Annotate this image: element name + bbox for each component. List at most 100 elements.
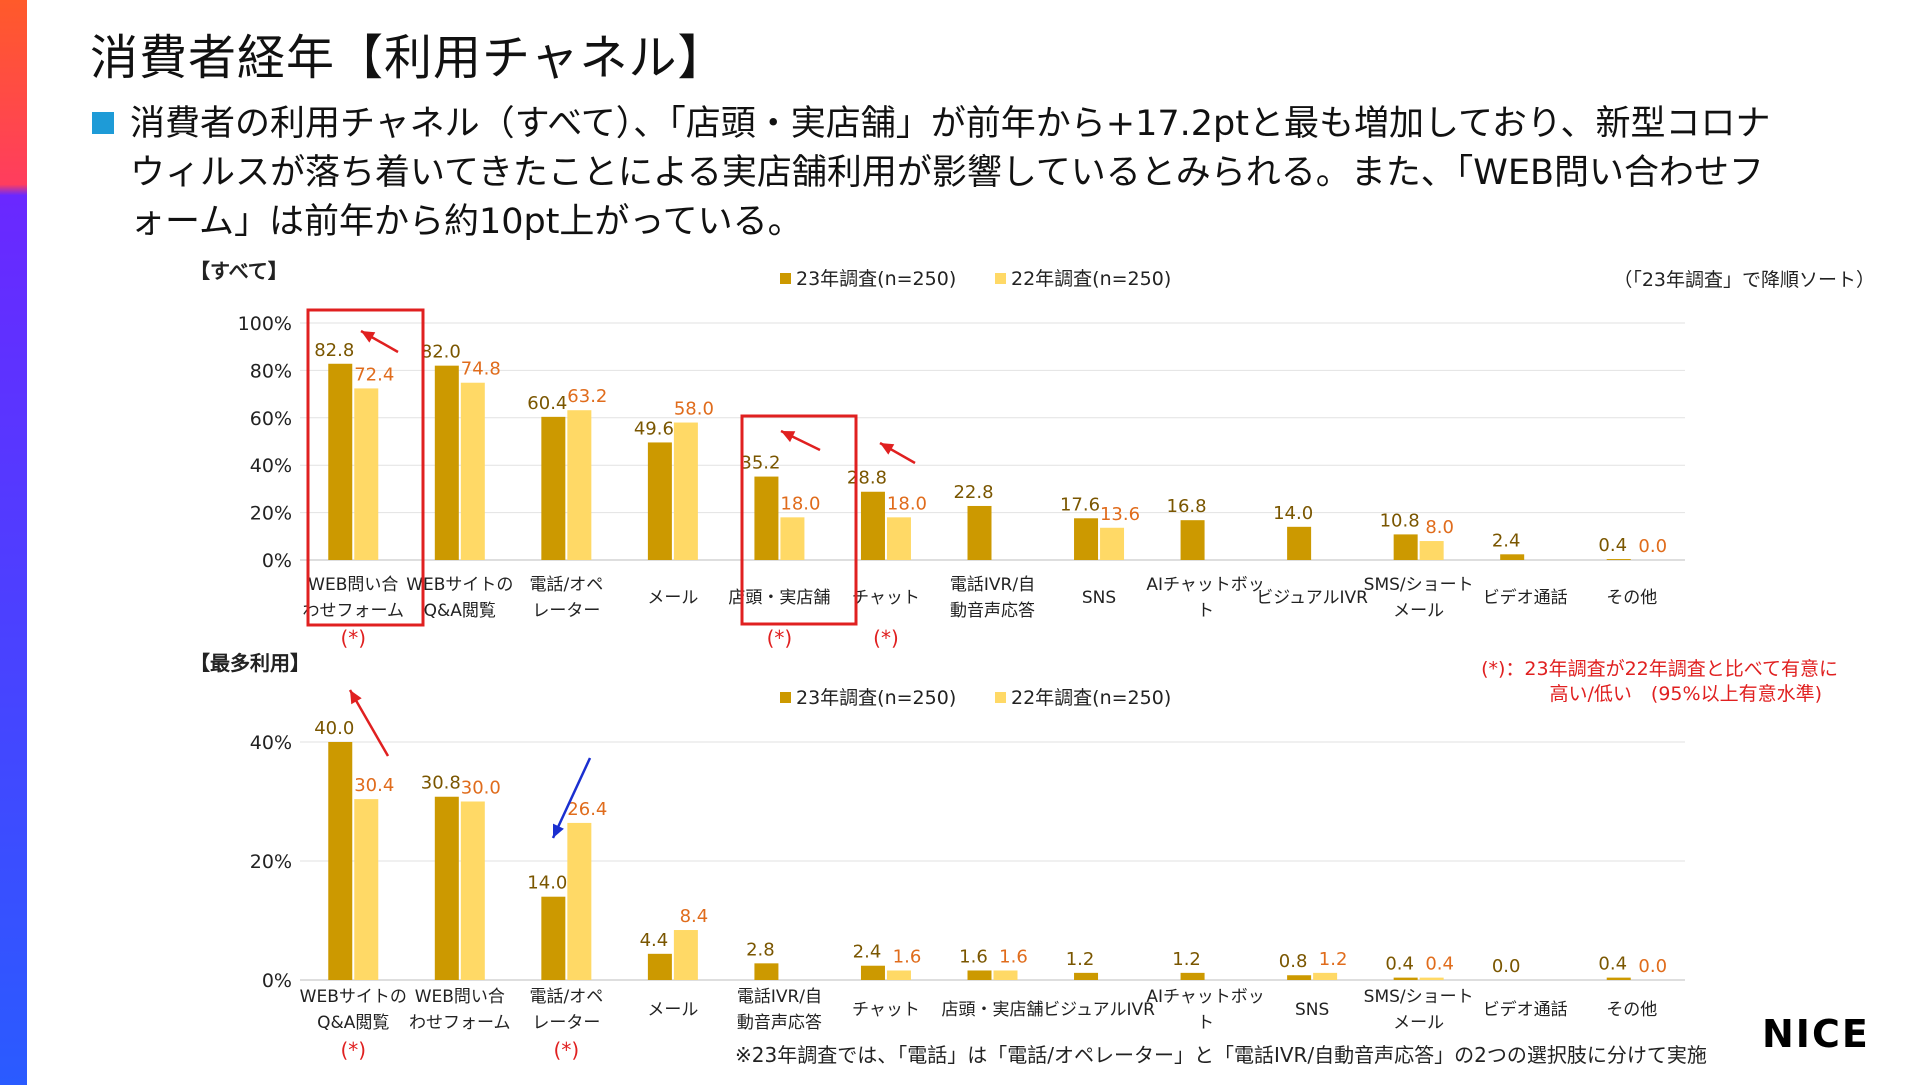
chart0-value-22: 74.8 bbox=[461, 359, 501, 380]
chart0-significance-mark: (*) bbox=[873, 626, 899, 650]
chart0-value-23: 82.8 bbox=[314, 340, 354, 361]
chart0-bar-23 bbox=[1606, 559, 1631, 560]
chart0-value-22: 18.0 bbox=[887, 493, 927, 514]
chart1-value-23: 1.6 bbox=[959, 946, 988, 967]
chart1-bar-23 bbox=[1606, 977, 1631, 980]
chart1-value-22: 30.0 bbox=[461, 778, 501, 799]
chart0-value-23: 22.8 bbox=[953, 482, 993, 503]
chart0-category-label: ビデオ通話 bbox=[1483, 587, 1568, 608]
chart0-value-23: 16.8 bbox=[1167, 496, 1207, 517]
chart1-value-22: 0.4 bbox=[1425, 954, 1454, 975]
chart0-ytick: 40% bbox=[250, 455, 292, 477]
chart1-down-arrow-icon-head bbox=[553, 823, 564, 838]
chart0-category-label: Q&A閲覧 bbox=[424, 601, 496, 621]
significance-note-line2: 高い/低い (95%以上有意水準) bbox=[1550, 683, 1822, 705]
chart0-value-23: 10.8 bbox=[1380, 510, 1420, 531]
chart0-bar-23 bbox=[1180, 520, 1205, 560]
chart1-title: 【最多利用】 bbox=[190, 651, 310, 675]
chart0-value-23: 35.2 bbox=[740, 453, 780, 474]
chart1-category-label: その他 bbox=[1606, 1000, 1657, 1020]
chart1-down-arrow-icon bbox=[551, 757, 592, 839]
nice-logo: NICE bbox=[1762, 1012, 1870, 1056]
chart0-bar-23 bbox=[328, 363, 353, 560]
chart0-up-arrow-icon-head bbox=[361, 331, 376, 343]
square-bullet-icon bbox=[92, 112, 114, 134]
chart1-category-label: ビジュアルIVR bbox=[1043, 1000, 1155, 1020]
chart1-ytick: 20% bbox=[250, 851, 292, 873]
sort-note: （「23年調査」で降順ソート） bbox=[1613, 269, 1875, 291]
chart1-bar-23 bbox=[860, 965, 885, 980]
chart1-category-label: レーター bbox=[532, 1013, 600, 1033]
chart1-value-23: 2.4 bbox=[853, 942, 882, 963]
chart0-value-23: 60.4 bbox=[527, 393, 567, 414]
chart0-value-23: 0.4 bbox=[1598, 535, 1627, 556]
chart0-category-label: メール bbox=[647, 588, 698, 608]
chart0-legend-23: 23年調査(n=250) bbox=[796, 268, 956, 290]
chart0-value-22: 8.0 bbox=[1425, 517, 1454, 538]
accent-bar bbox=[0, 0, 27, 1085]
chart0-bar-22 bbox=[567, 410, 592, 560]
chart0-highlight-box bbox=[740, 414, 858, 626]
chart1-legend-22: 22年調査(n=250) bbox=[1011, 687, 1171, 709]
chart1-category-label: SMS/ショート bbox=[1364, 987, 1474, 1007]
chart0-category-label: SNS bbox=[1082, 588, 1116, 608]
chart0-category-label: ビジュアルIVR bbox=[1256, 588, 1368, 608]
chart0-bar-23 bbox=[754, 476, 779, 560]
chart0-value-22: 0.0 bbox=[1638, 536, 1667, 557]
chart0-ytick: 20% bbox=[250, 503, 292, 525]
chart0-value-22: 58.0 bbox=[674, 399, 714, 420]
chart1-category-label: 電話IVR/自 bbox=[737, 987, 822, 1007]
chart1-bar-22 bbox=[354, 799, 379, 980]
chart1-bar-23 bbox=[541, 896, 566, 980]
chart0-title: 【すべて】 bbox=[190, 259, 288, 283]
chart0-bar-23 bbox=[1074, 518, 1099, 560]
lead-text: 消費者の利用チャネル（すべて）、「店頭・実店舗」が前年から+17.2ptと最も増… bbox=[130, 104, 1771, 242]
chart1-bar-23 bbox=[1074, 972, 1099, 980]
chart1-legend-swatch-23 bbox=[780, 692, 791, 703]
chart0-category-label: 動音声応答 bbox=[950, 601, 1035, 621]
chart1-category-label: ト bbox=[1197, 1013, 1214, 1033]
chart1-value-23: 0.4 bbox=[1385, 954, 1414, 975]
chart1-value-22: 1.6 bbox=[999, 946, 1028, 967]
chart1-ytick: 0% bbox=[262, 970, 292, 992]
chart0-bar-23 bbox=[860, 491, 885, 560]
chart0-bar-22 bbox=[1100, 527, 1125, 560]
chart1-ytick: 40% bbox=[250, 732, 292, 754]
chart0-legend-swatch-22 bbox=[995, 273, 1006, 284]
chart0-up-arrow-icon-head bbox=[880, 443, 895, 455]
chart1-value-23: 4.4 bbox=[640, 930, 669, 951]
chart1-category-label: メール bbox=[1393, 1013, 1444, 1033]
chart1-category-label: WEBサイトの bbox=[300, 987, 407, 1007]
chart0-category-label: ト bbox=[1197, 601, 1214, 621]
chart0-value-22: 13.6 bbox=[1100, 504, 1140, 525]
chart0-value-23: 28.8 bbox=[847, 468, 887, 489]
chart1-value-23: 2.8 bbox=[746, 939, 775, 960]
chart0-category-label: 電話/オペ bbox=[529, 575, 603, 595]
chart0-category-label: 店頭・実店舗 bbox=[728, 588, 830, 608]
chart0-value-23: 17.6 bbox=[1060, 494, 1100, 515]
chart0-value-23: 14.0 bbox=[1273, 503, 1313, 524]
chart0-bar-22 bbox=[673, 422, 698, 560]
chart1-value-23: 40.0 bbox=[314, 718, 354, 739]
chart1-bar-23 bbox=[1180, 972, 1205, 980]
chart1-bar-22 bbox=[673, 930, 698, 980]
chart1-bar-22 bbox=[993, 970, 1018, 980]
chart0-up-arrow-icon-head bbox=[781, 431, 796, 443]
chart1-bar-23 bbox=[1393, 977, 1418, 980]
chart0-value-23: 82.0 bbox=[421, 342, 461, 363]
chart0-bar-23 bbox=[1287, 526, 1312, 560]
chart0-bar-22 bbox=[886, 517, 911, 560]
chart0-bar-23 bbox=[541, 416, 566, 560]
chart1-category-label: ビデオ通話 bbox=[1483, 999, 1568, 1020]
chart0-bar-22 bbox=[460, 382, 485, 560]
chart0-ytick: 0% bbox=[262, 550, 292, 572]
chart0-significance-mark: (*) bbox=[340, 626, 366, 650]
chart0-category-label: メール bbox=[1393, 601, 1444, 621]
chart1-value-23: 0.0 bbox=[1492, 956, 1521, 977]
chart0-category-label: AIチャットボッ bbox=[1146, 575, 1264, 595]
chart1-category-label: わせフォーム bbox=[409, 1013, 511, 1033]
chart1-category-label: SNS bbox=[1295, 1000, 1329, 1020]
chart0-bar-22 bbox=[780, 517, 805, 560]
chart1-category-label: 店頭・実店舗 bbox=[942, 1000, 1044, 1020]
